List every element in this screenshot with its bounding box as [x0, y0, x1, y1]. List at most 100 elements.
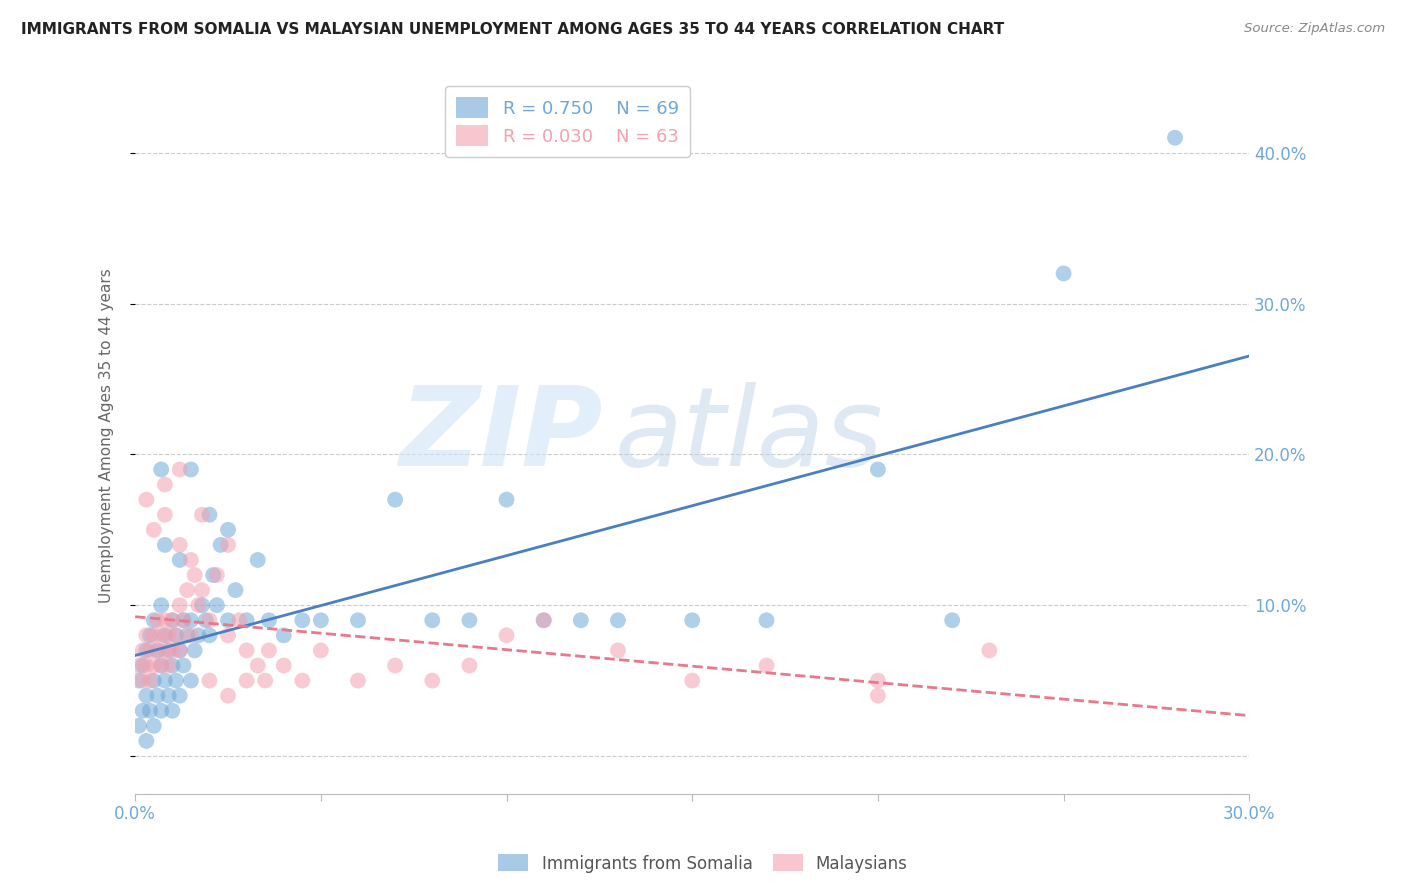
- Point: [191, 508, 214, 522]
- Point: [309, 643, 332, 657]
- Point: [169, 689, 191, 703]
- Point: [176, 628, 198, 642]
- Point: [235, 613, 257, 627]
- Point: [217, 613, 239, 627]
- Point: [420, 613, 443, 627]
- Point: [866, 673, 889, 688]
- Point: [205, 568, 228, 582]
- Point: [246, 658, 269, 673]
- Point: [681, 613, 703, 627]
- Point: [153, 508, 176, 522]
- Point: [157, 689, 180, 703]
- Point: [135, 643, 157, 657]
- Point: [209, 538, 232, 552]
- Point: [1164, 130, 1187, 145]
- Point: [180, 673, 202, 688]
- Point: [273, 658, 295, 673]
- Point: [135, 492, 157, 507]
- Point: [495, 628, 517, 642]
- Point: [183, 643, 205, 657]
- Point: [142, 673, 165, 688]
- Point: [257, 643, 280, 657]
- Point: [194, 613, 217, 627]
- Point: [153, 538, 176, 552]
- Point: [128, 673, 150, 688]
- Point: [157, 643, 180, 657]
- Point: [180, 613, 202, 627]
- Point: [257, 613, 280, 627]
- Point: [198, 628, 221, 642]
- Point: [162, 704, 184, 718]
- Point: [495, 492, 517, 507]
- Point: [180, 553, 202, 567]
- Point: [217, 523, 239, 537]
- Point: [142, 658, 165, 673]
- Point: [228, 613, 250, 627]
- Point: [165, 628, 187, 642]
- Point: [979, 643, 1001, 657]
- Point: [198, 673, 221, 688]
- Point: [1052, 267, 1074, 281]
- Point: [150, 462, 173, 476]
- Point: [153, 643, 176, 657]
- Point: [169, 643, 191, 657]
- Point: [162, 658, 184, 673]
- Point: [217, 689, 239, 703]
- Point: [153, 628, 176, 642]
- Point: [150, 658, 173, 673]
- Point: [198, 613, 221, 627]
- Point: [607, 643, 630, 657]
- Point: [866, 462, 889, 476]
- Text: atlas: atlas: [614, 382, 883, 489]
- Point: [458, 658, 481, 673]
- Point: [135, 658, 157, 673]
- Point: [291, 613, 314, 627]
- Point: [139, 673, 162, 688]
- Point: [128, 719, 150, 733]
- Point: [172, 613, 194, 627]
- Point: [180, 628, 202, 642]
- Point: [384, 658, 406, 673]
- Text: ZIP: ZIP: [399, 382, 603, 489]
- Point: [146, 613, 169, 627]
- Point: [217, 628, 239, 642]
- Point: [150, 704, 173, 718]
- Point: [150, 598, 173, 612]
- Point: [198, 508, 221, 522]
- Point: [139, 643, 162, 657]
- Legend: Immigrants from Somalia, Malaysians: Immigrants from Somalia, Malaysians: [492, 847, 914, 880]
- Point: [866, 689, 889, 703]
- Point: [224, 583, 246, 598]
- Point: [153, 477, 176, 491]
- Point: [291, 673, 314, 688]
- Point: [384, 492, 406, 507]
- Point: [157, 628, 180, 642]
- Point: [153, 673, 176, 688]
- Point: [135, 628, 157, 642]
- Point: [235, 643, 257, 657]
- Text: Source: ZipAtlas.com: Source: ZipAtlas.com: [1244, 22, 1385, 36]
- Point: [533, 613, 555, 627]
- Point: [217, 538, 239, 552]
- Point: [254, 673, 277, 688]
- Point: [755, 658, 778, 673]
- Point: [162, 643, 184, 657]
- Point: [273, 628, 295, 642]
- Point: [180, 462, 202, 476]
- Point: [347, 673, 370, 688]
- Point: [458, 613, 481, 627]
- Point: [142, 719, 165, 733]
- Point: [153, 613, 176, 627]
- Point: [146, 689, 169, 703]
- Point: [309, 613, 332, 627]
- Point: [169, 598, 191, 612]
- Text: IMMIGRANTS FROM SOMALIA VS MALAYSIAN UNEMPLOYMENT AMONG AGES 35 TO 44 YEARS CORR: IMMIGRANTS FROM SOMALIA VS MALAYSIAN UNE…: [21, 22, 1004, 37]
- Point: [191, 598, 214, 612]
- Point: [142, 613, 165, 627]
- Point: [176, 583, 198, 598]
- Point: [420, 673, 443, 688]
- Point: [172, 613, 194, 627]
- Point: [607, 613, 630, 627]
- Point: [157, 658, 180, 673]
- Point: [165, 628, 187, 642]
